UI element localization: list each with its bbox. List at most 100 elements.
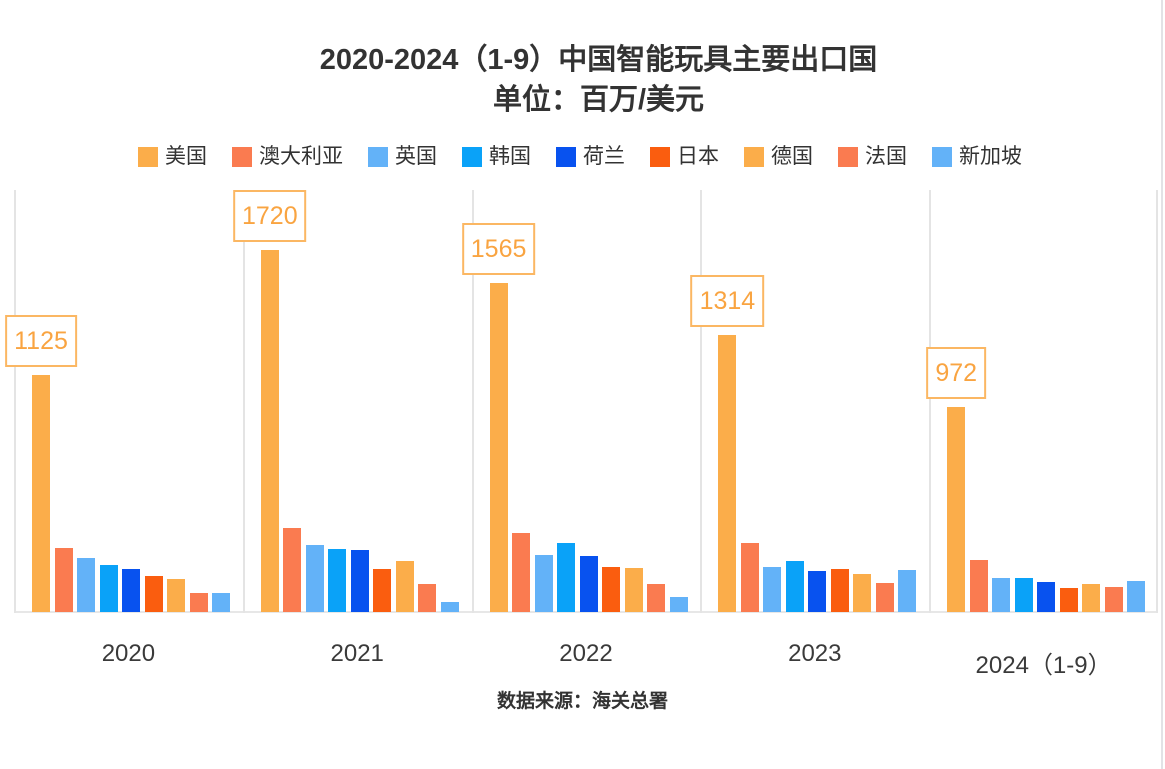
bar-德国-2020 <box>167 579 185 612</box>
legend-item-德国: 德国 <box>744 146 813 168</box>
vertical-gridline <box>14 190 16 613</box>
bar-美国-2024（1-9） <box>947 407 966 612</box>
bar-日本-2024（1-9） <box>1059 588 1078 612</box>
legend-label: 英国 <box>395 145 437 168</box>
value-label-美国-2020: 1125 <box>5 315 77 367</box>
bar-group-2021: 1720 <box>232 190 472 613</box>
legend: 美国 澳大利亚 英国 韩国 荷兰 日本 德国 法国 新加坡 <box>0 146 1160 168</box>
vertical-gridline <box>700 190 703 613</box>
bar-韩国-2022 <box>557 543 576 612</box>
bar-新加坡-2024（1-9） <box>1127 581 1146 612</box>
legend-label: 德国 <box>771 145 813 168</box>
bar-美国-2021 <box>260 250 279 612</box>
bar-新加坡-2020 <box>212 593 230 612</box>
bar-韩国-2020 <box>99 565 118 612</box>
legend-swatch-icon <box>138 147 158 167</box>
bar-荷兰-2024（1-9） <box>1037 582 1056 612</box>
page-right-edge-divider <box>1161 0 1163 769</box>
legend-label: 日本 <box>677 145 719 168</box>
bar-新加坡-2021 <box>440 602 459 612</box>
bar-美国-2022 <box>489 283 508 612</box>
legend-label: 法国 <box>865 145 907 168</box>
bar-日本-2022 <box>602 567 621 612</box>
x-axis-label-2022: 2022 <box>559 640 613 667</box>
bar-日本-2020 <box>144 576 163 612</box>
bar-新加坡-2022 <box>669 597 688 612</box>
bar-新加坡-2023 <box>898 570 917 612</box>
legend-label: 澳大利亚 <box>259 145 343 168</box>
bar-美国-2020 <box>32 375 50 612</box>
legend-item-澳大利亚: 澳大利亚 <box>232 146 343 168</box>
value-label-美国-2021: 1720 <box>232 190 307 242</box>
bar-荷兰-2020 <box>122 569 140 612</box>
legend-item-日本: 日本 <box>650 146 719 168</box>
x-axis-label-2021: 2021 <box>330 640 384 667</box>
chart-title: 2020-2024（1-9）中国智能玩具主要出口国 <box>319 44 878 76</box>
legend-swatch-icon <box>232 147 252 167</box>
value-label-美国-2024（1-9）: 972 <box>926 347 987 399</box>
bar-澳大利亚-2022 <box>512 533 531 612</box>
x-axis-line <box>14 611 1158 613</box>
bar-美国-2023 <box>718 335 737 612</box>
bar-澳大利亚-2024（1-9） <box>969 560 988 612</box>
bar-荷兰-2022 <box>579 556 598 612</box>
chart-subtitle: 单位：百万/美元 <box>492 84 705 116</box>
vertical-gridline <box>242 190 245 613</box>
legend-swatch-icon <box>368 147 388 167</box>
legend-swatch-icon <box>932 147 952 167</box>
chart-title-block: 2020-2024（1-9）中国智能玩具主要出口国 单位：百万/美元 <box>32 40 1165 120</box>
bar-德国-2022 <box>624 568 643 612</box>
legend-label: 美国 <box>165 145 207 168</box>
data-source-caption: 数据来源：海关总署 <box>496 691 668 712</box>
legend-item-韩国: 韩国 <box>462 146 531 168</box>
plot-area: 1125 1720 1565 1314 972 <box>5 190 1158 613</box>
bar-英国-2024（1-9） <box>992 578 1011 612</box>
bar-法国-2022 <box>647 584 666 612</box>
vertical-gridline <box>1156 190 1158 613</box>
legend-swatch-icon <box>650 147 670 167</box>
bar-荷兰-2023 <box>808 571 827 612</box>
bar-澳大利亚-2020 <box>54 548 73 612</box>
bar-group-2022: 1565 <box>461 190 701 613</box>
legend-item-荷兰: 荷兰 <box>556 146 625 168</box>
legend-label: 韩国 <box>489 145 531 168</box>
legend-label: 新加坡 <box>959 145 1022 168</box>
value-label-美国-2022: 1565 <box>461 223 536 275</box>
bar-澳大利亚-2021 <box>283 528 302 612</box>
legend-swatch-icon <box>838 147 858 167</box>
bar-日本-2023 <box>830 569 849 612</box>
x-axis-label-2020: 2020 <box>101 640 156 667</box>
bar-法国-2020 <box>189 593 208 612</box>
bar-英国-2022 <box>534 555 553 612</box>
x-axis-label-2024（1-9）: 2024（1-9） <box>975 652 1112 679</box>
value-label-美国-2023: 1314 <box>690 275 765 327</box>
vertical-gridline <box>929 190 932 613</box>
bar-group-2024（1-9）: 972 <box>926 190 1158 613</box>
bar-德国-2024（1-9） <box>1082 584 1101 612</box>
bar-韩国-2024（1-9） <box>1014 578 1033 612</box>
bar-法国-2024（1-9） <box>1104 587 1123 612</box>
legend-swatch-icon <box>744 147 764 167</box>
bar-英国-2021 <box>305 545 324 612</box>
vertical-gridline <box>471 190 474 613</box>
bar-group-2020: 1125 <box>5 190 243 613</box>
legend-item-美国: 美国 <box>138 146 207 168</box>
legend-swatch-icon <box>556 147 576 167</box>
legend-swatch-icon <box>462 147 482 167</box>
legend-item-英国: 英国 <box>368 146 437 168</box>
bar-韩国-2021 <box>328 549 347 612</box>
bar-法国-2023 <box>875 583 894 612</box>
bar-德国-2021 <box>395 561 414 612</box>
bar-韩国-2023 <box>785 561 804 612</box>
bar-澳大利亚-2023 <box>740 543 759 612</box>
bar-英国-2023 <box>763 567 782 612</box>
legend-label: 荷兰 <box>583 145 625 168</box>
bar-英国-2020 <box>77 558 95 612</box>
legend-item-法国: 法国 <box>838 146 907 168</box>
x-axis-label-2023: 2023 <box>788 640 842 667</box>
bar-group-2023: 1314 <box>690 190 929 613</box>
bar-法国-2021 <box>418 584 437 612</box>
bar-荷兰-2021 <box>350 550 369 612</box>
legend-item-新加坡: 新加坡 <box>932 146 1022 168</box>
